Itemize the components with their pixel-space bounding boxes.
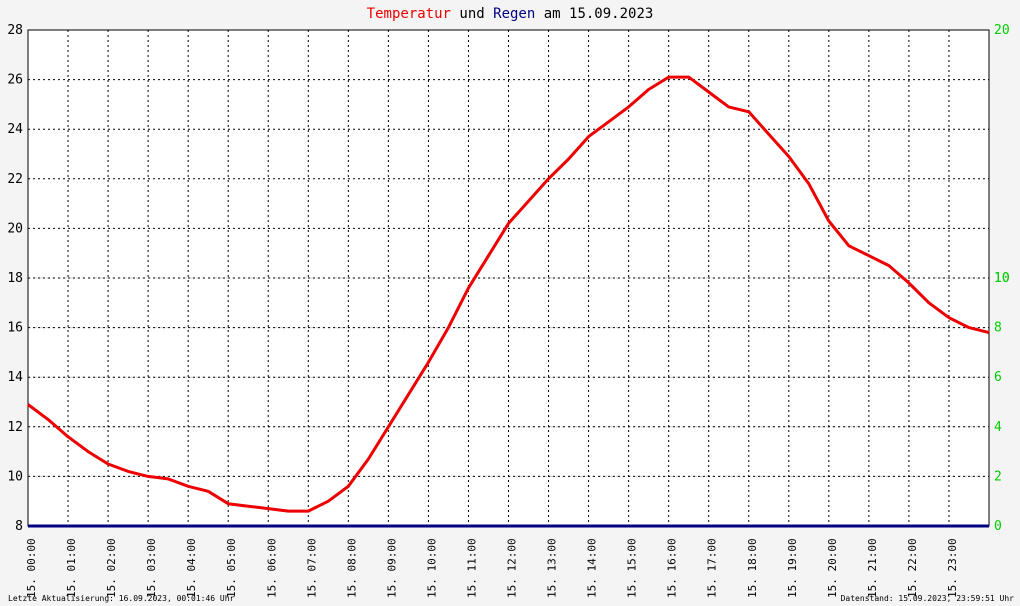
x-tick-label: 15. 04:00: [185, 538, 198, 598]
x-tick-label: 15. 13:00: [546, 538, 559, 598]
y-tick-label: 10: [7, 469, 23, 484]
y-tick-label: 8: [15, 519, 23, 534]
y2-tick-label: 0: [994, 519, 1002, 534]
y2-tick-label: 10: [994, 271, 1010, 286]
title-und: und: [459, 6, 484, 22]
y-tick-label: 26: [7, 73, 23, 88]
y-tick-label: 14: [7, 370, 23, 385]
x-tick-label: 15. 20:00: [826, 538, 839, 598]
x-tick-label: 15. 07:00: [305, 538, 318, 598]
x-axis: 15. 00:00 15. 01:00 15. 02:00 15. 03:00 15. …: [25, 538, 959, 598]
chart-title: Temperatur und Regen am 15.09.2023: [367, 6, 654, 22]
y2-tick-label: 8: [994, 321, 1002, 336]
x-tick-label: 15. 06:00: [265, 538, 278, 598]
x-tick-label: 15. 05:00: [225, 538, 238, 598]
x-tick-label: 15. 21:00: [866, 538, 879, 598]
x-tick-label: 15. 22:00: [906, 538, 919, 598]
footer-data-status: Datenstand: 15.09.2023, 23:59:51 Uhr: [841, 594, 1015, 603]
grid: [28, 30, 989, 526]
x-tick-label: 15. 01:00: [65, 538, 78, 598]
x-tick-label: 15. 09:00: [385, 538, 398, 598]
y-tick-label: 18: [7, 271, 23, 286]
y2-tick-label: 20: [994, 23, 1010, 38]
title-date: am 15.09.2023: [544, 6, 654, 22]
y-tick-label: 22: [7, 172, 23, 187]
y-tick-label: 28: [7, 23, 23, 38]
y-tick-label: 24: [7, 122, 23, 137]
x-tick-label: 15. 08:00: [345, 538, 358, 598]
x-tick-label: 15. 15:00: [626, 538, 639, 598]
x-tick-label: 15. 14:00: [586, 538, 599, 598]
y2-tick-label: 2: [994, 469, 1002, 484]
x-tick-label: 15. 10:00: [425, 538, 438, 598]
x-tick-label: 15. 17:00: [706, 538, 719, 598]
x-tick-label: 15. 12:00: [506, 538, 519, 598]
x-tick-label: 15. 23:00: [946, 538, 959, 598]
y-tick-label: 16: [7, 321, 23, 336]
series-layer: [27, 75, 990, 528]
temperature-series-line: [27, 75, 990, 513]
x-tick-label: 15. 11:00: [465, 538, 478, 598]
x-tick-label: 15. 00:00: [25, 538, 38, 598]
x-tick-label: 15. 02:00: [105, 538, 118, 598]
x-tick-label: 15. 18:00: [746, 538, 759, 598]
x-tick-label: 15. 03:00: [145, 538, 158, 598]
y2-tick-label: 4: [994, 420, 1002, 435]
x-tick-label: 15. 19:00: [786, 538, 799, 598]
x-tick-label: 15. 16:00: [666, 538, 679, 598]
y-tick-label: 20: [7, 221, 23, 236]
title-temperature: Temperatur: [367, 6, 451, 22]
title-rain: Regen: [493, 6, 535, 22]
footer-last-update: Letzte Aktualisierung: 16.09.2023, 00:01…: [8, 594, 235, 603]
y-tick-label: 12: [7, 420, 23, 435]
y2-tick-label: 10: [994, 271, 1010, 286]
y2-tick-label: 6: [994, 370, 1002, 385]
y-axis-left: 8 10 12 14 16 18 20 22 24 26 28: [7, 23, 23, 534]
